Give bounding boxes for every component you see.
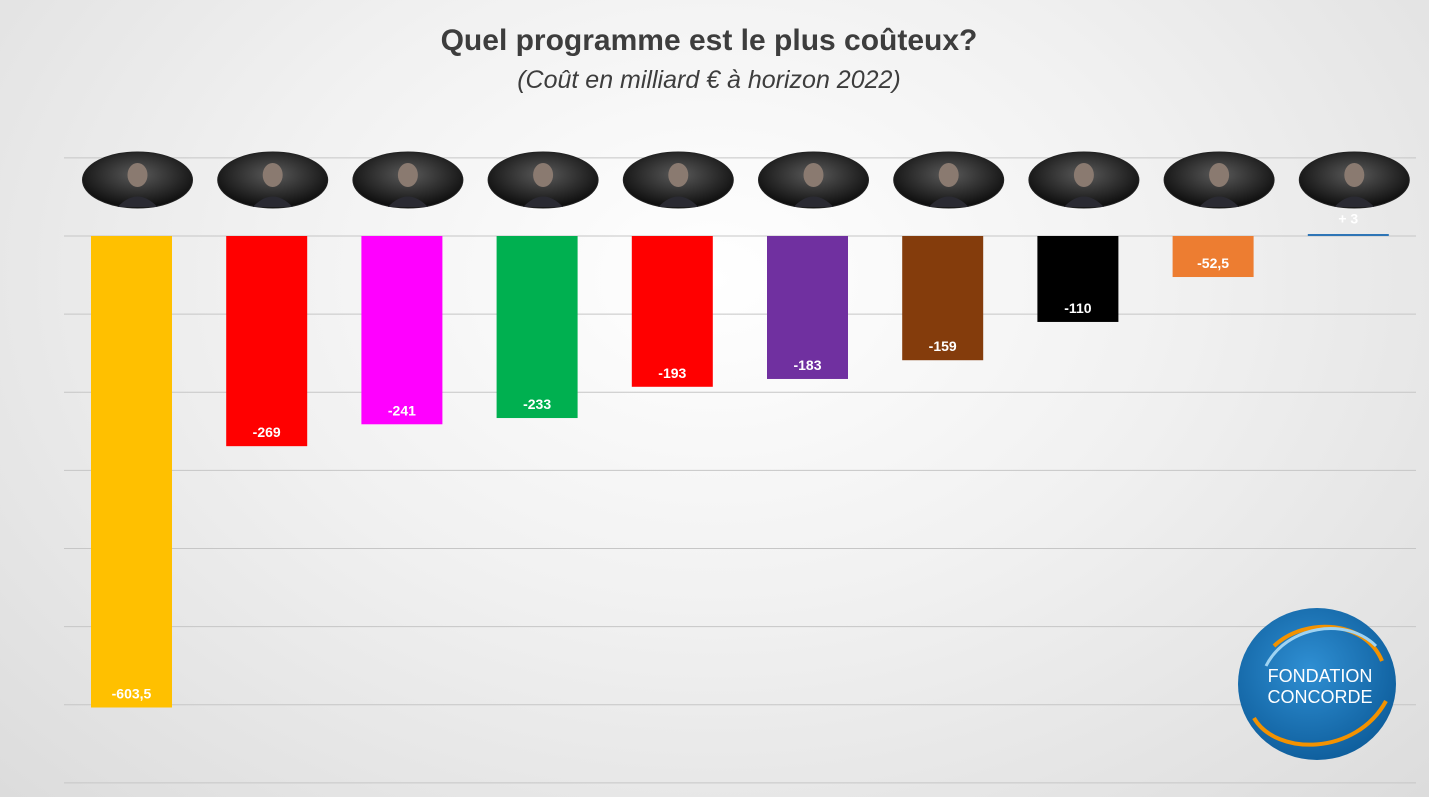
portrait-face bbox=[803, 163, 824, 187]
bars bbox=[91, 234, 1389, 708]
bar bbox=[1172, 236, 1254, 278]
bar bbox=[631, 236, 713, 387]
portrait-suit bbox=[1063, 196, 1104, 207]
portrait-suit bbox=[252, 196, 293, 207]
portrait-suit bbox=[387, 196, 428, 207]
logo-line-2: Concorde bbox=[1267, 687, 1372, 707]
portrait-face bbox=[938, 163, 959, 187]
bar-value-label: -269 bbox=[253, 424, 281, 440]
portrait-suit bbox=[1199, 196, 1240, 207]
gridlines bbox=[64, 157, 1416, 784]
bar bbox=[496, 236, 578, 419]
portrait-suit bbox=[1334, 196, 1375, 207]
portrait-face bbox=[668, 163, 689, 187]
chart-title: Quel programme est le plus coûteux? bbox=[440, 24, 978, 57]
bar-value-label: -241 bbox=[388, 402, 416, 418]
bar bbox=[767, 236, 848, 379]
logo-line-1: Fondation bbox=[1268, 666, 1373, 686]
bar-value-label: -159 bbox=[929, 338, 957, 354]
portrait-suit bbox=[928, 196, 969, 207]
portrait-face bbox=[262, 163, 283, 187]
bar bbox=[226, 236, 308, 447]
portrait-suit bbox=[523, 196, 564, 207]
portrait-face bbox=[127, 163, 148, 187]
bar bbox=[1307, 234, 1389, 236]
bar bbox=[1037, 236, 1119, 322]
portrait-face bbox=[1344, 163, 1365, 187]
portrait-suit bbox=[658, 196, 699, 207]
bar bbox=[902, 236, 984, 361]
bar-value-label: -183 bbox=[793, 357, 821, 373]
portrait-face bbox=[1073, 163, 1094, 187]
bar-value-label: -52,5 bbox=[1197, 255, 1229, 271]
portrait-face bbox=[397, 163, 418, 187]
candidate-portraits bbox=[82, 151, 1410, 209]
bar-value-label: -233 bbox=[523, 396, 551, 412]
fondation-concorde-logo: Fondation Concorde bbox=[1236, 606, 1398, 762]
chart-subtitle: (Coût en milliard € à horizon 2022) bbox=[517, 66, 901, 94]
bar-value-label: -110 bbox=[1064, 300, 1091, 316]
bar bbox=[361, 236, 443, 425]
portrait-face bbox=[533, 163, 554, 187]
bar bbox=[91, 236, 172, 708]
bar-value-label: -603,5 bbox=[112, 686, 152, 702]
portrait-face bbox=[1209, 163, 1230, 187]
bar-value-label: -193 bbox=[658, 365, 686, 381]
bar-value-label: + 3 bbox=[1338, 211, 1358, 227]
portrait-suit bbox=[793, 196, 834, 207]
value-labels: -603,5 -269 -241 -233 -193 -183 -159 -110 -52,5 +… bbox=[112, 211, 1359, 702]
portrait-suit bbox=[117, 196, 158, 207]
